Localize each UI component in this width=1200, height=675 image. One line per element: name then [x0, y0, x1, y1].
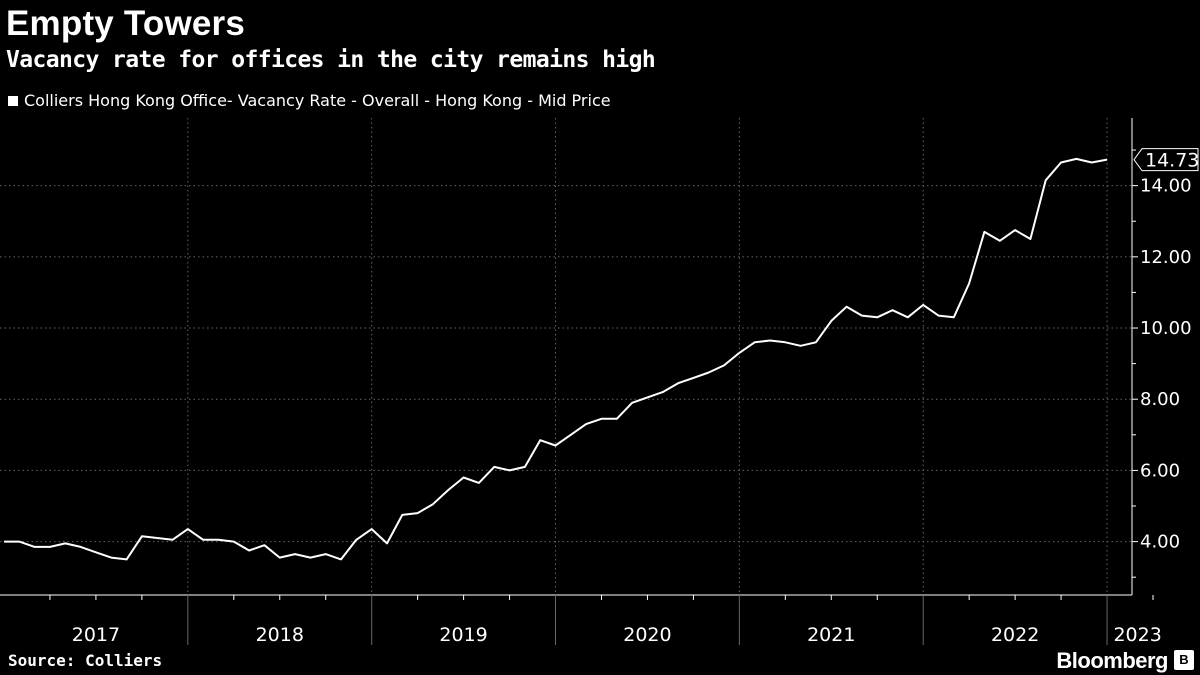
- legend-label: Colliers Hong Kong Office- Vacancy Rate …: [24, 91, 611, 110]
- y-tick-label: 10.00: [1140, 318, 1192, 339]
- axis-layer: [0, 118, 1154, 645]
- series-line: [4, 157, 1108, 561]
- last-value-marker: [1133, 148, 1199, 172]
- last-value-label: 14.73: [1145, 150, 1199, 172]
- x-year-label: 2019: [439, 624, 487, 646]
- x-year-label: 2022: [991, 624, 1039, 646]
- x-year-label: 2021: [807, 624, 855, 646]
- x-year-label: 2018: [256, 624, 304, 646]
- y-tick-label: 6.00: [1140, 460, 1180, 481]
- grid-layer: [0, 118, 1132, 595]
- bloomberg-mark-icon: B: [1174, 650, 1194, 670]
- chart-subtitle: Vacancy rate for offices in the city rem…: [6, 47, 656, 73]
- y-tick-label: 4.00: [1140, 532, 1180, 553]
- label-layer: 4.00 6.00 8.00 10.00 12.00 14.00 2017 2018 2019 2…: [72, 148, 1199, 646]
- legend-swatch-icon: [8, 96, 18, 106]
- x-year-label: 2020: [623, 624, 671, 646]
- x-year-label: 2017: [72, 624, 120, 646]
- chart-legend: Colliers Hong Kong Office- Vacancy Rate …: [8, 90, 611, 112]
- y-tick-label: 12.00: [1140, 247, 1192, 268]
- brand-logo: Bloomberg: [1056, 648, 1168, 673]
- series-layer: [4, 157, 1108, 561]
- source-note: Source: Colliers: [8, 651, 163, 670]
- x-year-label: 2023: [1113, 624, 1161, 646]
- y-tick-label: 8.00: [1140, 389, 1180, 410]
- y-tick-label: 14.00: [1140, 176, 1192, 197]
- chart-title: Empty Towers: [6, 4, 246, 43]
